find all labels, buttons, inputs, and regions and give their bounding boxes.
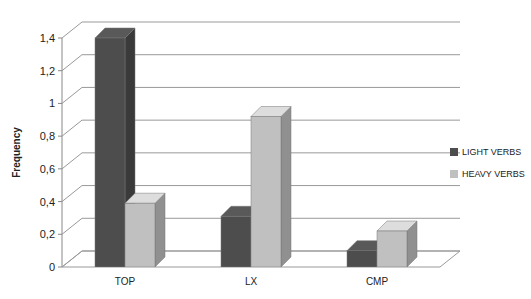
- grid-line: [82, 87, 460, 88]
- bars: [95, 28, 417, 267]
- bar: [251, 117, 281, 267]
- bar-top: [95, 28, 135, 38]
- bar-top: [125, 193, 165, 203]
- bar: [377, 231, 407, 267]
- bar-top: [377, 221, 417, 231]
- legend-swatch: [450, 148, 458, 156]
- tick-label: 0,2: [40, 228, 55, 240]
- grid-line-side: [62, 120, 82, 136]
- tick-label: 1,4: [40, 32, 55, 44]
- legend-entry: LIGHT VERBS: [450, 147, 521, 157]
- legend-label: LIGHT VERBS: [462, 147, 521, 157]
- grid-line-side: [62, 87, 82, 103]
- tick: [58, 136, 62, 137]
- bar: [95, 38, 125, 267]
- legend-entry: HEAVY VERBS: [450, 169, 525, 179]
- tick-label: 1: [49, 97, 55, 109]
- grid-line-side: [62, 251, 82, 267]
- bar: [125, 203, 155, 267]
- tick: [58, 103, 62, 104]
- tick-label: 0,4: [40, 196, 55, 208]
- grid-line: [82, 22, 460, 23]
- category-label: TOP: [115, 276, 136, 287]
- category-label: LX: [245, 276, 258, 287]
- bar-side: [155, 193, 165, 267]
- legend-swatch: [450, 170, 458, 178]
- bar: [347, 251, 377, 267]
- chart-svg: 0 0,2 0,4 0,6 0,8 1 1,2 1,4 Frequency TOP LX CMP LIG…: [0, 0, 531, 299]
- bar-top: [251, 107, 291, 117]
- tick: [58, 70, 62, 71]
- y-axis-line: [62, 38, 63, 267]
- bar: [221, 216, 251, 267]
- category-label: CMP: [366, 276, 389, 287]
- tick: [58, 201, 62, 202]
- tick: [58, 267, 62, 268]
- grid-line-side: [62, 218, 82, 234]
- grid: [62, 22, 460, 267]
- tick-label: 1,2: [40, 65, 55, 77]
- grid-line: [82, 54, 460, 55]
- grid-line-side: [62, 153, 82, 169]
- tick-label: 0: [49, 261, 55, 273]
- tick: [58, 168, 62, 169]
- tick-label: 0,6: [40, 163, 55, 175]
- grid-line-side: [62, 186, 82, 202]
- grid-line-side: [62, 55, 82, 71]
- tick: [58, 38, 62, 39]
- tick-label: 0,8: [40, 130, 55, 142]
- legend-label: HEAVY VERBS: [462, 169, 525, 179]
- tick: [58, 234, 62, 235]
- y-axis-label: Frequency: [11, 127, 22, 178]
- grid-line-side: [62, 22, 82, 38]
- bar-side: [281, 107, 291, 267]
- chart-container: 0 0,2 0,4 0,6 0,8 1 1,2 1,4 Frequency TOP LX CMP LIG…: [0, 0, 531, 299]
